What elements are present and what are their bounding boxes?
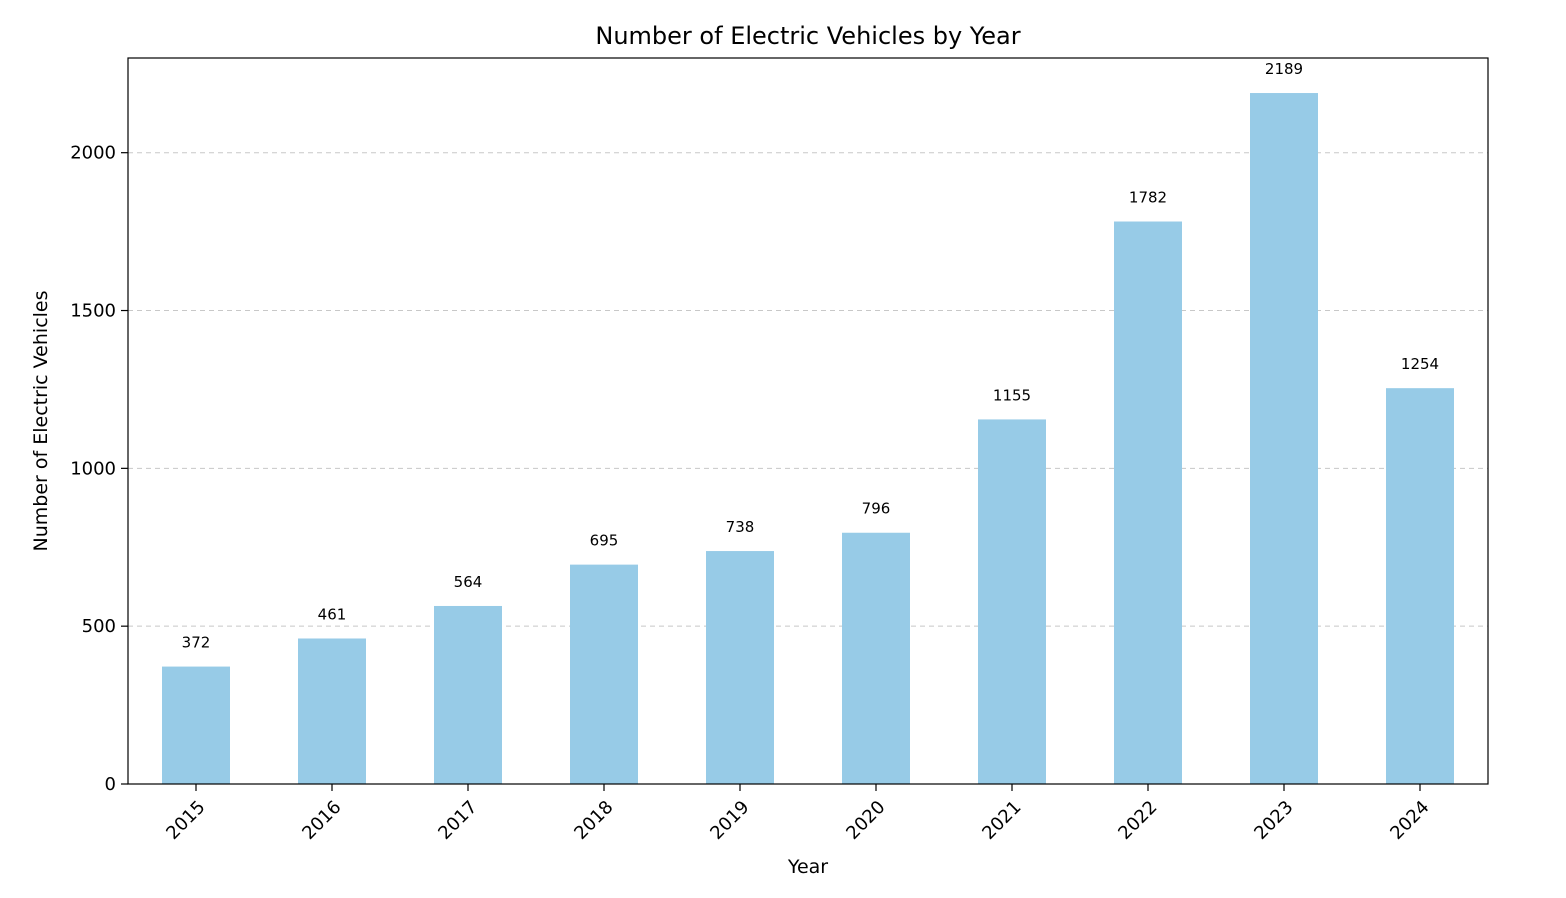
data-label-2024: 1254 (1401, 355, 1439, 373)
bar-2015 (162, 666, 230, 784)
x-tick-label: 2020 (842, 797, 889, 844)
y-tick-label: 0 (105, 774, 116, 795)
bar-2024 (1386, 388, 1454, 784)
bar-2022 (1114, 221, 1182, 785)
bars (162, 93, 1454, 785)
x-axis: 2015 2016 2017 2018 2019 2020 2021 2022 2023 2024 (162, 784, 1434, 844)
plot-frame (127, 57, 1489, 785)
data-label-2019: 738 (726, 518, 755, 536)
bar-2016 (298, 638, 366, 784)
bar-2021 (978, 419, 1046, 784)
x-tick-label: 2015 (162, 797, 209, 844)
x-tick-label: 2021 (978, 797, 1025, 844)
y-tick-label: 2000 (70, 143, 116, 164)
x-tick-label: 2019 (706, 797, 753, 844)
chart-title: Number of Electric Vehicles by Year (595, 22, 1020, 50)
y-tick-label: 1500 (70, 301, 116, 322)
x-tick-label: 2024 (1386, 797, 1433, 844)
y-axis-label: Number of Electric Vehicles (30, 290, 52, 551)
y-axis: 0 500 1000 1500 2000 (70, 143, 128, 795)
bar-2019 (706, 551, 774, 784)
data-label-2018: 695 (590, 532, 619, 550)
data-label-2021: 1155 (993, 386, 1031, 404)
bar-2020 (842, 532, 910, 784)
data-label-2022: 1782 (1129, 189, 1167, 207)
data-label-2016: 461 (318, 605, 347, 623)
x-tick-label: 2016 (298, 797, 345, 844)
data-labels: 372 461 564 695 738 796 1155 1782 2189 1254 (182, 60, 1439, 652)
data-label-2020: 796 (862, 500, 891, 518)
bar-2023 (1250, 93, 1318, 784)
y-tick-label: 500 (82, 616, 116, 637)
bar-2017 (434, 605, 502, 784)
x-tick-label: 2022 (1114, 797, 1161, 844)
data-label-2017: 564 (454, 573, 483, 591)
data-label-2015: 372 (182, 634, 211, 652)
x-tick-label: 2023 (1250, 797, 1297, 844)
x-tick-label: 2018 (570, 797, 617, 844)
x-tick-label: 2017 (434, 797, 481, 844)
x-axis-label: Year (787, 856, 828, 878)
gridlines (128, 152, 1488, 627)
data-label-2023: 2189 (1265, 60, 1303, 78)
y-tick-label: 1000 (70, 458, 116, 479)
bar-2018 (570, 564, 638, 784)
